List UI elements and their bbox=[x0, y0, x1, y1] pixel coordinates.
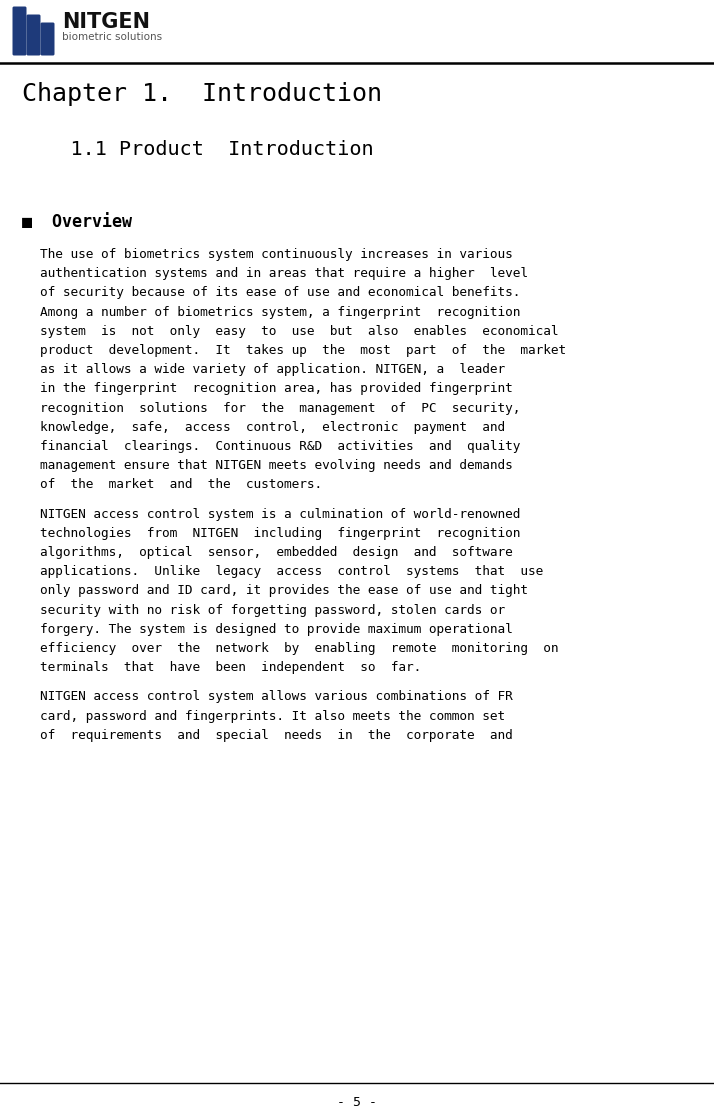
Text: - 5 -: - 5 - bbox=[337, 1096, 377, 1108]
FancyBboxPatch shape bbox=[13, 7, 26, 55]
Text: financial  clearings.  Continuous R&D  activities  and  quality: financial clearings. Continuous R&D acti… bbox=[40, 440, 521, 453]
Text: as it allows a wide variety of application. NITGEN, a  leader: as it allows a wide variety of applicati… bbox=[40, 363, 505, 377]
Text: NITGEN: NITGEN bbox=[62, 12, 150, 32]
Text: The use of biometrics system continuously increases in various: The use of biometrics system continuousl… bbox=[40, 248, 513, 261]
Text: ■  Overview: ■ Overview bbox=[22, 213, 132, 230]
Text: of  requirements  and  special  needs  in  the  corporate  and: of requirements and special needs in the… bbox=[40, 729, 513, 741]
Text: only password and ID card, it provides the ease of use and tight: only password and ID card, it provides t… bbox=[40, 584, 528, 597]
FancyBboxPatch shape bbox=[41, 22, 54, 55]
Text: authentication systems and in areas that require a higher  level: authentication systems and in areas that… bbox=[40, 267, 528, 280]
Text: in the fingerprint  recognition area, has provided fingerprint: in the fingerprint recognition area, has… bbox=[40, 382, 513, 396]
Text: of  the  market  and  the  customers.: of the market and the customers. bbox=[40, 479, 322, 492]
Text: technologies  from  NITGEN  including  fingerprint  recognition: technologies from NITGEN including finge… bbox=[40, 526, 521, 540]
Text: biometric solutions: biometric solutions bbox=[62, 32, 162, 42]
Text: recognition  solutions  for  the  management  of  PC  security,: recognition solutions for the management… bbox=[40, 401, 521, 414]
Text: NITGEN access control system allows various combinations of FR: NITGEN access control system allows vari… bbox=[40, 690, 513, 704]
Text: card, password and fingerprints. It also meets the common set: card, password and fingerprints. It also… bbox=[40, 709, 505, 722]
Text: algorithms,  optical  sensor,  embedded  design  and  software: algorithms, optical sensor, embedded des… bbox=[40, 546, 513, 560]
Text: Among a number of biometrics system, a fingerprint  recognition: Among a number of biometrics system, a f… bbox=[40, 306, 521, 319]
FancyBboxPatch shape bbox=[26, 14, 41, 55]
Text: system  is  not  only  easy  to  use  but  also  enables  economical: system is not only easy to use but also … bbox=[40, 325, 558, 338]
Text: terminals  that  have  been  independent  so  far.: terminals that have been independent so … bbox=[40, 661, 421, 674]
Text: product  development.  It  takes up  the  most  part  of  the  market: product development. It takes up the mos… bbox=[40, 343, 566, 357]
Text: NITGEN access control system is a culmination of world-renowned: NITGEN access control system is a culmin… bbox=[40, 507, 521, 521]
Text: security with no risk of forgetting password, stolen cards or: security with no risk of forgetting pass… bbox=[40, 604, 505, 616]
Text: efficiency  over  the  network  by  enabling  remote  monitoring  on: efficiency over the network by enabling … bbox=[40, 642, 558, 655]
Text: 1.1 Product  Introduction: 1.1 Product Introduction bbox=[22, 140, 373, 160]
Text: forgery. The system is designed to provide maximum operational: forgery. The system is designed to provi… bbox=[40, 623, 513, 636]
Text: management ensure that NITGEN meets evolving needs and demands: management ensure that NITGEN meets evol… bbox=[40, 459, 513, 472]
Text: applications.  Unlike  legacy  access  control  systems  that  use: applications. Unlike legacy access contr… bbox=[40, 565, 543, 578]
Text: Chapter 1.  Introduction: Chapter 1. Introduction bbox=[22, 82, 382, 106]
Text: of security because of its ease of use and economical benefits.: of security because of its ease of use a… bbox=[40, 286, 521, 299]
Text: knowledge,  safe,  access  control,  electronic  payment  and: knowledge, safe, access control, electro… bbox=[40, 421, 505, 434]
